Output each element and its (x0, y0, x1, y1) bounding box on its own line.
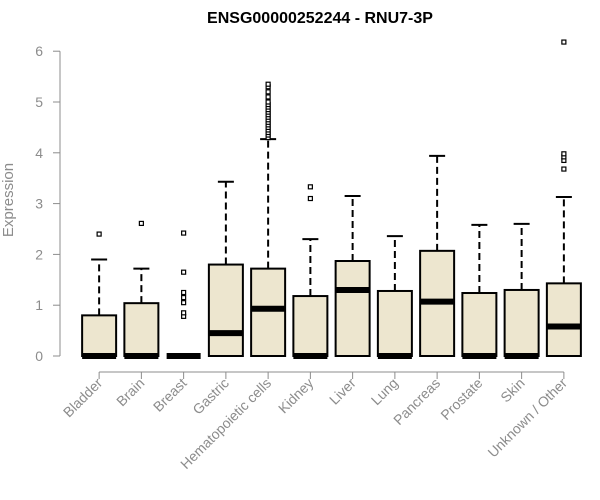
box-liver (334, 194, 371, 357)
y-axis: 0 1 2 3 4 5 6 (35, 43, 61, 364)
y-tick-label: 4 (35, 145, 43, 161)
box-gastric (207, 180, 244, 357)
iqr-box (376, 289, 413, 358)
box-bladder (81, 231, 118, 359)
y-axis-label: Expression (0, 163, 17, 237)
outlier-point (561, 166, 567, 172)
iqr-box (461, 292, 498, 357)
box-brain (123, 220, 160, 359)
x-tick-label: Breast (150, 375, 190, 415)
iqr-box (123, 302, 160, 357)
x-tick-label: Liver (326, 375, 359, 408)
box-skin (503, 222, 540, 359)
x-tick-label: Unknown / Other (484, 375, 570, 461)
x-tick-label: Skin (497, 375, 528, 406)
outlier-point (265, 89, 271, 95)
x-tick-label: Pancreas (390, 375, 443, 428)
outlier-point (307, 184, 313, 190)
outlier-point (181, 289, 187, 296)
x-tick-label: Bladder (60, 375, 106, 421)
iqr-box (81, 314, 118, 357)
y-tick-label: 0 (35, 348, 43, 364)
box-breast (166, 230, 201, 359)
iqr-box (503, 288, 540, 357)
y-tick-label: 6 (35, 43, 43, 59)
outlier-point (181, 269, 187, 275)
box-kidney (292, 184, 329, 359)
iqr-box (334, 260, 371, 357)
chart-title: ENSG00000252244 - RNU7-3P (207, 10, 433, 27)
y-tick-label: 2 (35, 246, 43, 262)
box-series (81, 39, 582, 359)
iqr-box (545, 282, 582, 357)
outlier-point (561, 39, 567, 45)
x-tick-label: Brain (113, 375, 147, 409)
outlier-point (265, 94, 271, 100)
box-unknown-other (545, 39, 582, 357)
iqr-box (250, 267, 287, 357)
box-hematopoietic-cells (250, 81, 287, 357)
outlier-point (181, 310, 187, 316)
outlier-point (138, 220, 144, 227)
box-prostate (461, 223, 498, 359)
y-tick-label: 1 (35, 297, 43, 313)
y-tick-label: 3 (35, 196, 43, 212)
box-pancreas (419, 154, 456, 357)
outlier-point (307, 195, 313, 202)
outlier-point (181, 294, 187, 301)
y-tick-label: 5 (35, 94, 43, 110)
x-tick-label: Kidney (275, 375, 317, 417)
iqr-box (207, 263, 244, 357)
outlier-point (265, 81, 271, 87)
outlier-point (561, 151, 567, 157)
x-tick-label: Prostate (437, 375, 485, 423)
outlier-point (265, 99, 271, 105)
x-tick-label: Lung (368, 375, 401, 408)
box-lung (376, 235, 413, 359)
iqr-box (292, 295, 329, 357)
outlier-point (96, 231, 102, 237)
outlier-point (181, 230, 187, 236)
outlier-point (181, 300, 187, 306)
